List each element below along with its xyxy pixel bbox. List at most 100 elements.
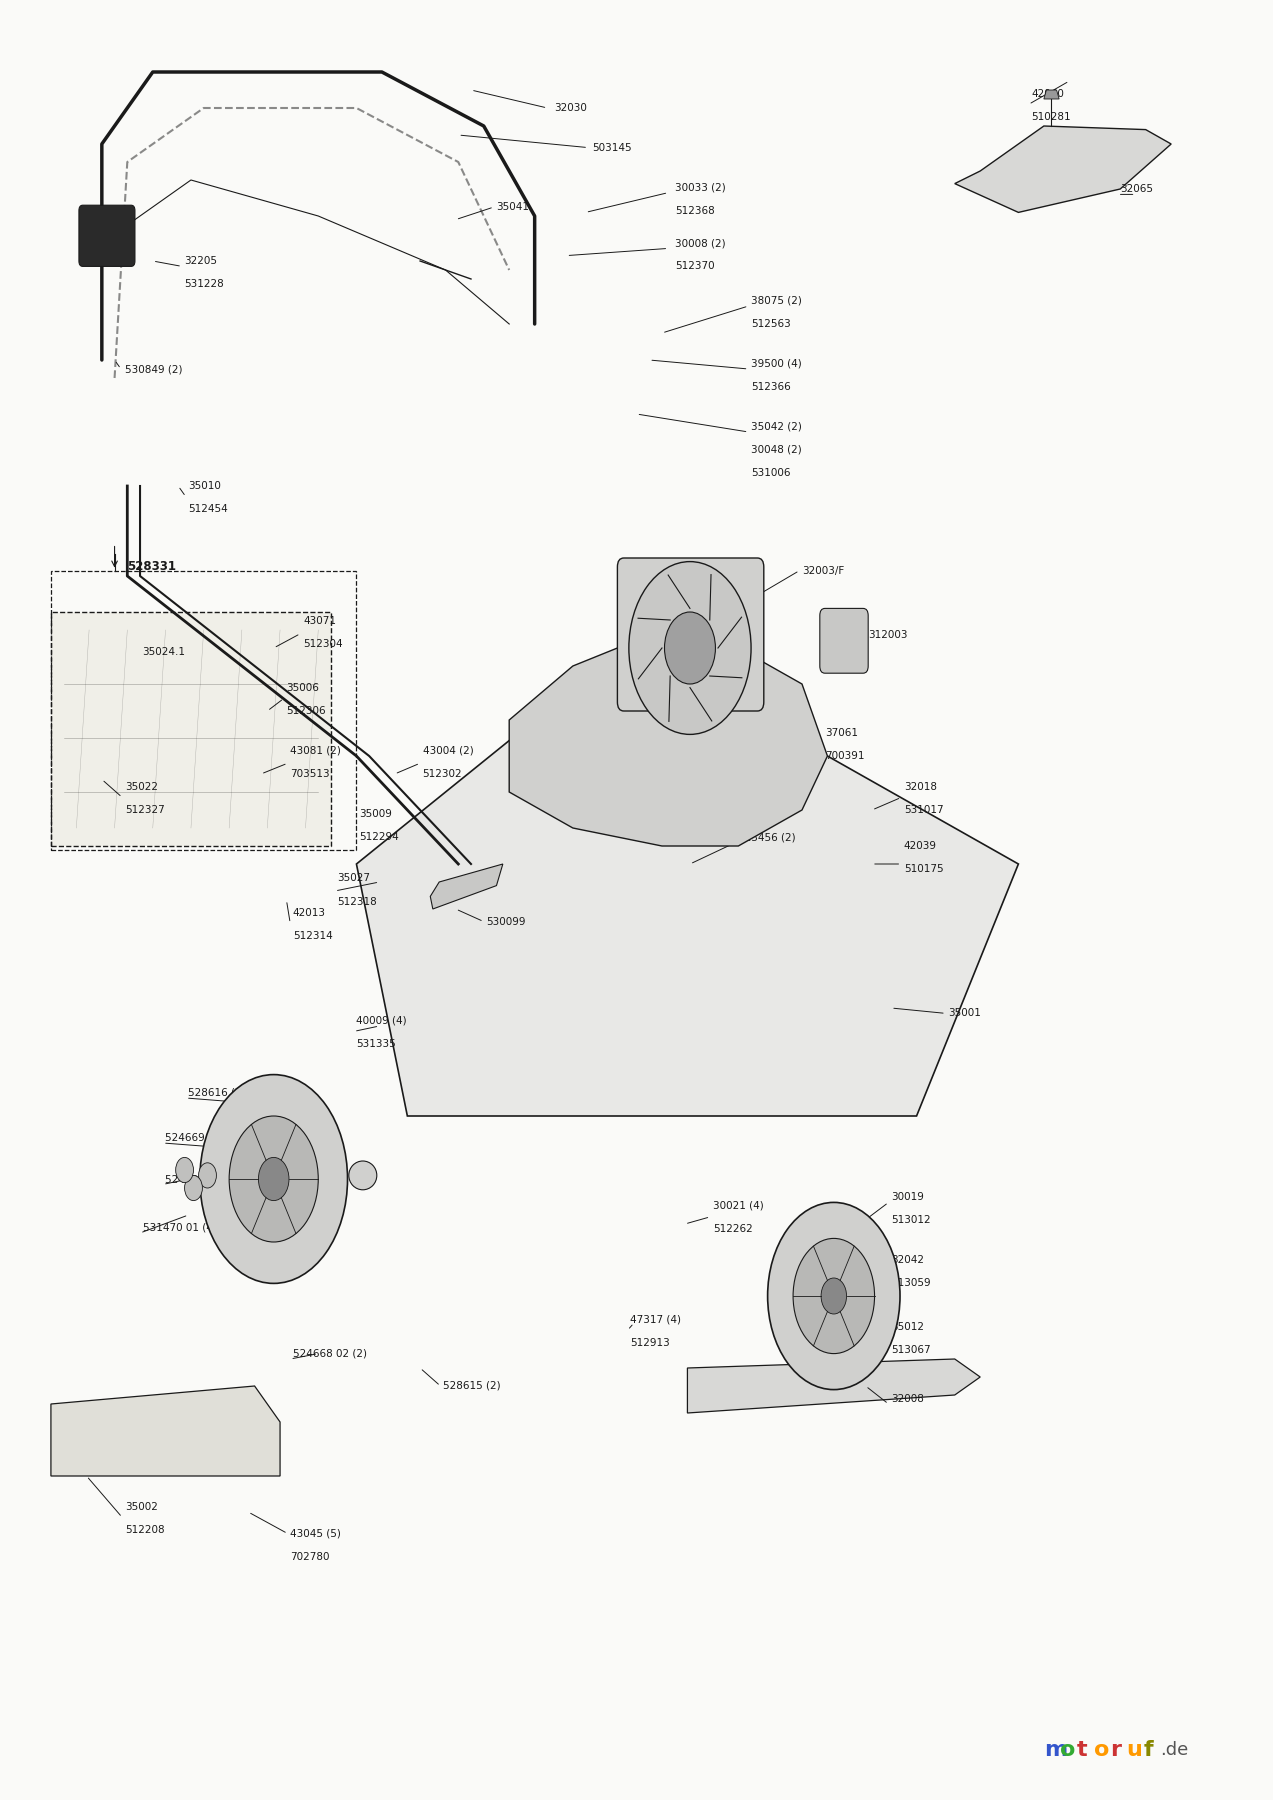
Circle shape bbox=[665, 612, 715, 684]
Text: r: r bbox=[1110, 1739, 1122, 1760]
Text: 40009 (4): 40009 (4) bbox=[356, 1015, 407, 1026]
Text: 512302: 512302 bbox=[423, 769, 462, 779]
Text: 512563: 512563 bbox=[751, 319, 791, 329]
Text: 43081 (2): 43081 (2) bbox=[290, 745, 341, 756]
Text: 37061: 37061 bbox=[825, 727, 858, 738]
FancyBboxPatch shape bbox=[79, 205, 135, 266]
Text: 510281: 510281 bbox=[1031, 112, 1071, 122]
Text: 703513: 703513 bbox=[290, 769, 330, 779]
Text: 43004 (2): 43004 (2) bbox=[423, 745, 474, 756]
Text: 30033 (2): 30033 (2) bbox=[675, 182, 726, 193]
Text: 348953: 348953 bbox=[560, 738, 600, 749]
Text: 510175: 510175 bbox=[904, 864, 943, 875]
Circle shape bbox=[185, 1175, 202, 1201]
Text: 513456 (2): 513456 (2) bbox=[738, 832, 796, 842]
Text: o: o bbox=[1060, 1739, 1076, 1760]
Text: 42013: 42013 bbox=[293, 907, 326, 918]
Text: 531335: 531335 bbox=[356, 1039, 396, 1049]
Text: 35024.1: 35024.1 bbox=[143, 646, 186, 657]
Polygon shape bbox=[1044, 90, 1059, 99]
Text: 530099: 530099 bbox=[486, 916, 526, 927]
Text: t: t bbox=[1077, 1739, 1087, 1760]
Text: 512454: 512454 bbox=[188, 504, 228, 515]
Polygon shape bbox=[356, 720, 1018, 1116]
Text: 524668 02 (2): 524668 02 (2) bbox=[293, 1348, 367, 1359]
FancyBboxPatch shape bbox=[617, 558, 764, 711]
Circle shape bbox=[768, 1202, 900, 1390]
Circle shape bbox=[200, 1075, 348, 1283]
Text: 700391: 700391 bbox=[825, 751, 864, 761]
Text: 30019: 30019 bbox=[891, 1192, 924, 1202]
Text: 47122 (2): 47122 (2) bbox=[560, 715, 611, 725]
Text: 512294: 512294 bbox=[359, 832, 398, 842]
Text: 513059: 513059 bbox=[891, 1278, 931, 1289]
Text: 35009: 35009 bbox=[359, 808, 392, 819]
Text: 35027: 35027 bbox=[337, 873, 370, 884]
Text: 530849 (2): 530849 (2) bbox=[125, 364, 182, 374]
Text: 543558 (2): 543558 (2) bbox=[738, 792, 796, 803]
Polygon shape bbox=[430, 864, 503, 909]
Text: 512208: 512208 bbox=[125, 1525, 164, 1535]
Text: 512368: 512368 bbox=[675, 205, 714, 216]
Text: .de: .de bbox=[1160, 1741, 1188, 1759]
Text: 531017: 531017 bbox=[904, 805, 943, 815]
Circle shape bbox=[199, 1163, 216, 1188]
Circle shape bbox=[629, 562, 751, 734]
Text: 512304: 512304 bbox=[303, 639, 342, 650]
Circle shape bbox=[793, 1238, 875, 1354]
Text: f: f bbox=[1143, 1739, 1153, 1760]
Text: 43071: 43071 bbox=[303, 616, 336, 626]
Circle shape bbox=[229, 1116, 318, 1242]
Polygon shape bbox=[687, 1359, 980, 1413]
Text: 35001: 35001 bbox=[948, 1008, 981, 1019]
Text: 32003/F: 32003/F bbox=[802, 565, 844, 576]
Polygon shape bbox=[51, 1386, 280, 1476]
Text: 35022: 35022 bbox=[125, 781, 158, 792]
FancyBboxPatch shape bbox=[51, 612, 331, 846]
Text: 32018: 32018 bbox=[904, 781, 937, 792]
Text: 524669 02 (2): 524669 02 (2) bbox=[165, 1132, 239, 1143]
Circle shape bbox=[821, 1278, 847, 1314]
Circle shape bbox=[176, 1157, 193, 1183]
Polygon shape bbox=[955, 126, 1171, 212]
Text: 43045 (5): 43045 (5) bbox=[290, 1528, 341, 1539]
Text: 30021 (4): 30021 (4) bbox=[713, 1201, 764, 1211]
Circle shape bbox=[258, 1157, 289, 1201]
Text: 512370: 512370 bbox=[675, 261, 714, 272]
Text: 30048 (2): 30048 (2) bbox=[751, 445, 802, 455]
Text: 512327: 512327 bbox=[125, 805, 164, 815]
Ellipse shape bbox=[349, 1161, 377, 1190]
Text: 512262: 512262 bbox=[713, 1224, 752, 1235]
Text: 513012: 513012 bbox=[891, 1215, 931, 1226]
Text: 512314: 512314 bbox=[293, 931, 332, 941]
Text: 528331: 528331 bbox=[127, 560, 176, 574]
Text: 35041: 35041 bbox=[496, 202, 530, 212]
Text: 531470 01 (4): 531470 01 (4) bbox=[143, 1222, 216, 1233]
Text: 531006: 531006 bbox=[751, 468, 791, 479]
Text: 513067: 513067 bbox=[891, 1345, 931, 1355]
Text: 32042: 32042 bbox=[891, 1255, 924, 1265]
Text: 528615 (2): 528615 (2) bbox=[443, 1381, 500, 1391]
Text: 39500 (4): 39500 (4) bbox=[751, 358, 802, 369]
Text: 47317 (4): 47317 (4) bbox=[630, 1314, 681, 1325]
Text: 38075 (2): 38075 (2) bbox=[751, 295, 802, 306]
Text: 35012: 35012 bbox=[891, 1321, 924, 1332]
Text: o: o bbox=[1094, 1739, 1109, 1760]
Text: 512318: 512318 bbox=[337, 896, 377, 907]
Text: 32205: 32205 bbox=[185, 256, 218, 266]
Polygon shape bbox=[509, 630, 827, 846]
Text: 528616 (2): 528616 (2) bbox=[188, 1087, 246, 1098]
Text: 42039: 42039 bbox=[904, 841, 937, 851]
Text: 35006: 35006 bbox=[286, 682, 320, 693]
Text: 312003: 312003 bbox=[868, 630, 908, 641]
Text: 35042 (2): 35042 (2) bbox=[751, 421, 802, 432]
Text: 702780: 702780 bbox=[290, 1552, 330, 1562]
Text: 30008 (2): 30008 (2) bbox=[675, 238, 726, 248]
Text: 512366: 512366 bbox=[751, 382, 791, 392]
Text: 512913: 512913 bbox=[630, 1337, 670, 1348]
Text: 35002: 35002 bbox=[125, 1501, 158, 1512]
Text: u: u bbox=[1127, 1739, 1142, 1760]
Text: 524534 (4): 524534 (4) bbox=[165, 1174, 223, 1184]
Text: m: m bbox=[1044, 1739, 1067, 1760]
Text: 32030: 32030 bbox=[554, 103, 587, 113]
